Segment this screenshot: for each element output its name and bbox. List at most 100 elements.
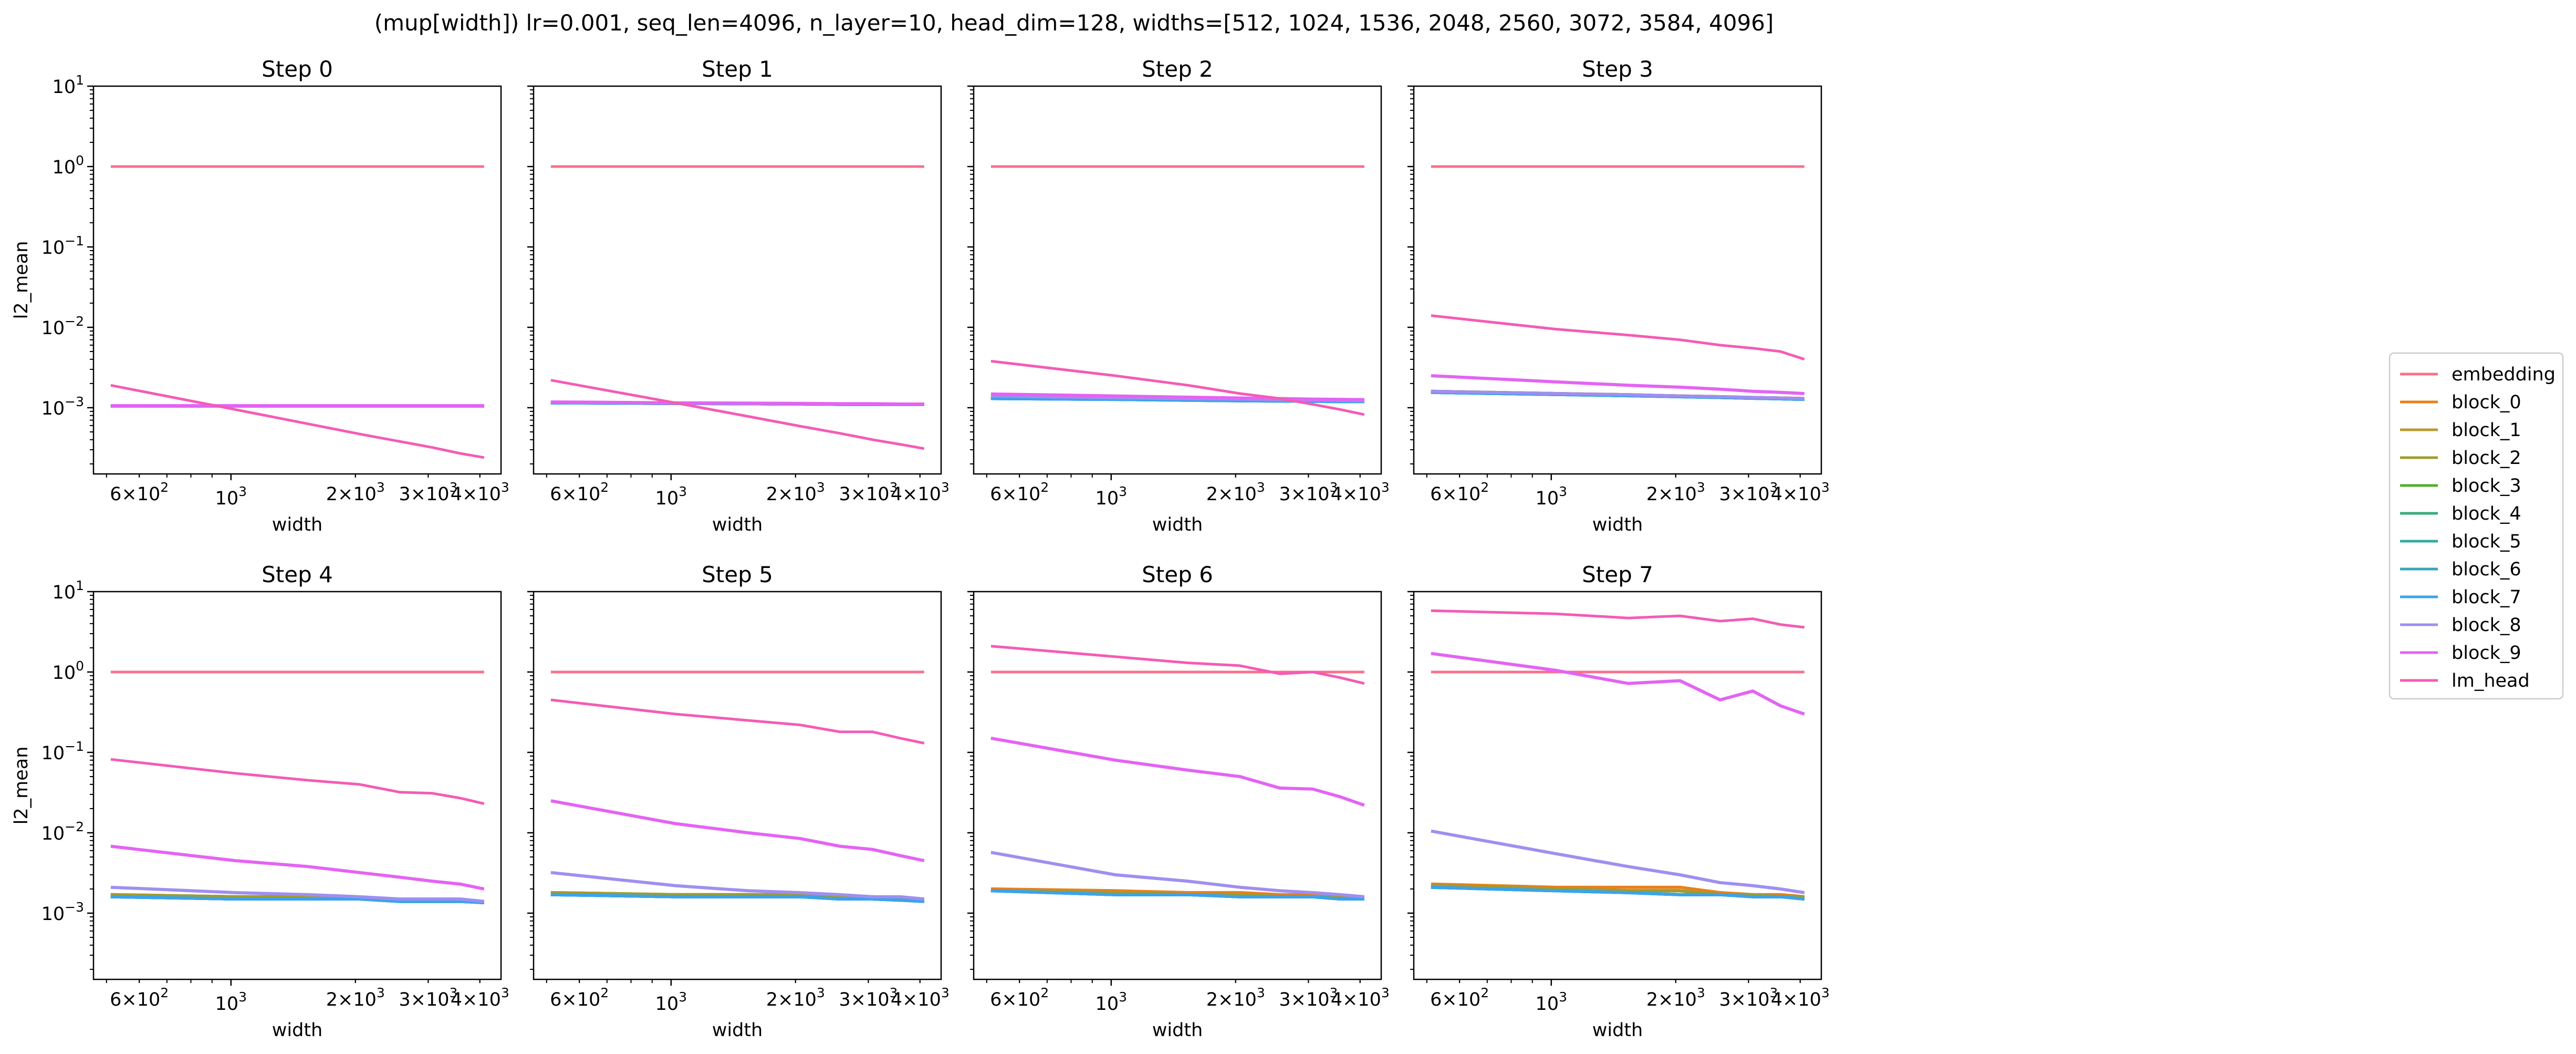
panel-6-line-lm-head bbox=[990, 645, 1365, 685]
panel-0-xtick-label: 6×102 bbox=[110, 480, 169, 505]
panel-4-xtick-label: 103 bbox=[215, 989, 247, 1015]
panel-0-ytick-label: 10−1 bbox=[41, 233, 84, 259]
panel-7-line-block-8 bbox=[1431, 829, 1805, 894]
panel-7-xtick-label: 2×103 bbox=[1646, 985, 1705, 1010]
panel-5-xtick-label: 103 bbox=[655, 989, 687, 1015]
panel-0-ytick-label: 100 bbox=[53, 153, 84, 178]
panel-4-ytick-label: 100 bbox=[53, 658, 84, 684]
panel-4-xtick-label: 2×103 bbox=[326, 985, 385, 1010]
panel-4-title: Step 4 bbox=[262, 562, 333, 587]
legend-label-block-3: block_3 bbox=[2452, 476, 2521, 497]
panel-6-xtick-label: 103 bbox=[1096, 989, 1127, 1015]
panel-2-xtick-label: 3×103 bbox=[1279, 480, 1338, 505]
panel-6-line-block-9 bbox=[990, 737, 1365, 807]
legend-label-block-0: block_0 bbox=[2452, 392, 2521, 413]
panel-2-line-lm-head bbox=[990, 359, 1365, 416]
panel-4-line-block-8 bbox=[110, 885, 485, 903]
subplot-grid: Step 0 101 100 10−1 10−2 10−3 6×102 103 2×103 3×1… bbox=[11, 56, 1830, 1041]
panel-0-ytick-label: 101 bbox=[53, 73, 84, 98]
panel-1-xtick-label: 4×103 bbox=[891, 480, 950, 505]
panel-0-lines bbox=[110, 165, 485, 459]
panel-3-frame bbox=[1413, 85, 1822, 475]
panel-4-frame bbox=[92, 591, 502, 980]
panel-7-xtick-label: 103 bbox=[1536, 989, 1567, 1015]
panel-7-title: Step 7 bbox=[1582, 562, 1653, 587]
panel-7-line-block-9 bbox=[1431, 652, 1805, 716]
panel-7-line-block-0 bbox=[1431, 882, 1805, 898]
panel-3-xtick-label: 4×103 bbox=[1771, 480, 1830, 505]
panel-7-xlabel: width bbox=[1592, 1020, 1643, 1041]
panel-6-line-block-8 bbox=[990, 851, 1365, 898]
panel-2-xtick-label: 2×103 bbox=[1206, 480, 1265, 505]
panel-5-frame bbox=[533, 591, 942, 980]
panel-3-xtick-label: 3×103 bbox=[1719, 480, 1778, 505]
panel-4-line-block-9 bbox=[110, 844, 485, 891]
panel-1-xtick-label: 3×103 bbox=[839, 480, 898, 505]
legend-label-block-6: block_6 bbox=[2452, 559, 2521, 580]
panel-2-line-block-9 bbox=[990, 392, 1364, 401]
panel-0-xlabel: width bbox=[272, 514, 322, 535]
panel-0-ytick-label: 10−3 bbox=[41, 394, 84, 419]
panel-6-xtick-label: 6×102 bbox=[990, 985, 1049, 1010]
panel-1-lines bbox=[550, 165, 925, 450]
panel-4-ytick-label: 10−1 bbox=[41, 739, 84, 764]
panel-0-ytick-label: 10−2 bbox=[41, 314, 84, 339]
legend-frame bbox=[2389, 352, 2564, 700]
panel-6-xtick-label: 2×103 bbox=[1206, 985, 1265, 1010]
panel-6-lines bbox=[990, 645, 1365, 901]
panel-0-line-lm-head bbox=[110, 384, 485, 459]
panel-4-line-block-7 bbox=[110, 895, 484, 904]
panel-7-lines bbox=[1431, 609, 1805, 901]
panel-3-title: Step 3 bbox=[1582, 56, 1653, 82]
panel-6-xtick-label: 4×103 bbox=[1331, 985, 1390, 1010]
panel-4-line-lm-head bbox=[110, 758, 485, 805]
panel-6-title: Step 6 bbox=[1142, 562, 1213, 587]
legend-label-block-2: block_2 bbox=[2452, 448, 2521, 469]
panel-4-ytick-label: 101 bbox=[53, 578, 84, 603]
panel-4-xtick-label: 4×103 bbox=[451, 985, 509, 1010]
panel-2-title: Step 2 bbox=[1142, 56, 1213, 82]
panel-2-frame bbox=[973, 85, 1382, 475]
panel-2-xlabel: width bbox=[1152, 514, 1203, 535]
panel-7-xtick-label: 3×103 bbox=[1719, 985, 1778, 1010]
panel-4-xtick-label: 3×103 bbox=[399, 985, 457, 1010]
panel-7-xtick-label: 4×103 bbox=[1771, 985, 1830, 1010]
panel-1-xlabel: width bbox=[712, 514, 763, 535]
panel-7-frame bbox=[1413, 591, 1822, 980]
panel-2-xtick-label: 4×103 bbox=[1331, 480, 1390, 505]
panel-6-line-block-7 bbox=[990, 889, 1364, 901]
panel-6-frame bbox=[973, 591, 1382, 980]
panel-0-frame bbox=[92, 85, 502, 475]
panel-5-xtick-label: 2×103 bbox=[766, 985, 825, 1010]
panel-0-xtick-label: 4×103 bbox=[451, 480, 509, 505]
panel-0-ylabel: l2_mean bbox=[11, 241, 32, 319]
panel-4-xlabel: width bbox=[272, 1020, 322, 1041]
legend-label-block-4: block_4 bbox=[2452, 503, 2521, 524]
panel-1-line-block-9 bbox=[550, 400, 924, 406]
panel-5-xtick-label: 6×102 bbox=[550, 985, 609, 1010]
panel-4: Step 4 101 100 10−1 10−2 10−3 6×102 103 2×103 3×1… bbox=[11, 562, 509, 1041]
panel-5-xtick-label: 4×103 bbox=[891, 985, 950, 1010]
legend-label-embedding: embedding bbox=[2452, 364, 2556, 385]
panel-3-line-block-8 bbox=[1431, 389, 1805, 400]
figure-title: (mup[width]) lr=0.001, seq_len=4096, n_l… bbox=[374, 10, 1774, 36]
legend-label-block-8: block_8 bbox=[2452, 615, 2521, 636]
legend-label-block-5: block_5 bbox=[2452, 531, 2521, 552]
panel-5-line-block-8 bbox=[550, 871, 925, 901]
panel-6-xlabel: width bbox=[1152, 1020, 1203, 1041]
panel-3-xlabel: width bbox=[1592, 514, 1643, 535]
panel-3-line-block-9 bbox=[1431, 374, 1805, 395]
panel-0-xtick-label: 3×103 bbox=[399, 480, 457, 505]
panel-5-lines bbox=[550, 670, 925, 903]
panel-1-line-lm-head bbox=[550, 379, 925, 450]
panel-5-title: Step 5 bbox=[702, 562, 773, 587]
panel-4-ylabel: l2_mean bbox=[11, 747, 32, 825]
panel-2-xtick-label: 103 bbox=[1096, 484, 1127, 509]
